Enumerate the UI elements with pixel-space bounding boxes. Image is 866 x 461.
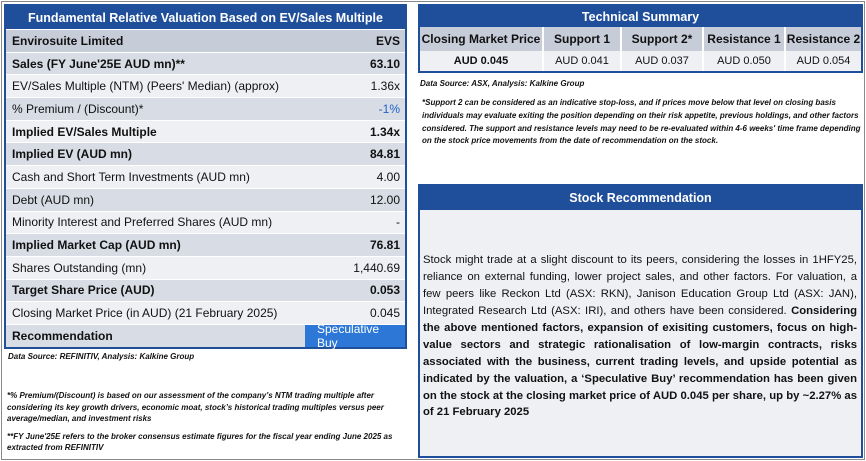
valuation-notes: *% Premium/(Discount) is based on our as… xyxy=(7,390,407,460)
stock-rec-text: Stock might trade at a slight discount t… xyxy=(423,254,857,317)
support1-value: AUD 0.041 xyxy=(544,51,622,71)
table-row: Sales (FY June'25E AUD mn)** 63.10 xyxy=(6,51,405,75)
row-value: 1.36x xyxy=(370,79,400,94)
row-value: 84.81 xyxy=(369,147,400,162)
row-value: 12.00 xyxy=(369,192,400,207)
table-row: Debt (AUD mn) 12.00 xyxy=(6,187,405,211)
stock-rec-body: Stock might trade at a slight discount t… xyxy=(420,210,861,421)
row-label: Target Share Price (AUD) xyxy=(12,283,155,298)
table-row: Cash and Short Term Investments (AUD mn)… xyxy=(6,165,405,188)
row-label: % Premium / (Discount)* xyxy=(12,101,144,116)
company-header-row: Envirosuite Limited EVS xyxy=(6,29,405,52)
row-label: Cash and Short Term Investments (AUD mn) xyxy=(12,169,250,184)
table-row: EV/Sales Multiple (NTM) (Peers' Median) … xyxy=(6,74,405,98)
row-value: - xyxy=(396,215,400,230)
resistance2-value: AUD 0.054 xyxy=(786,51,861,71)
row-label: Sales (FY June'25E AUD mn)** xyxy=(12,56,185,71)
stock-recommendation: Stock Recommendation Stock might trade a… xyxy=(418,184,863,458)
row-value: 0.045 xyxy=(369,306,400,321)
resistance1-value: AUD 0.050 xyxy=(704,51,786,71)
recommendation-label: Recommendation xyxy=(12,328,113,343)
table-row: Shares Outstanding (mn) 1,440.69 xyxy=(6,255,405,279)
row-value: 4.00 xyxy=(376,169,400,184)
col-header: Support 1 xyxy=(544,27,622,51)
technical-summary: Technical Summary Closing Market Price S… xyxy=(418,4,863,73)
fy-note: **FY June'25E refers to the broker conse… xyxy=(7,431,393,453)
row-label: Closing Market Price (in AUD) (21 Februa… xyxy=(12,306,278,321)
row-label: EV/Sales Multiple (NTM) (Peers' Median) … xyxy=(12,79,280,94)
row-label: Shares Outstanding (mn) xyxy=(12,260,147,275)
col-header: Support 2* xyxy=(622,27,704,51)
recommendation-badge: Speculative Buy xyxy=(305,322,405,350)
stock-rec-title: Stock Recommendation xyxy=(420,186,861,210)
row-value: 1,440.69 xyxy=(353,260,400,275)
technical-value-row: AUD 0.045 AUD 0.041 AUD 0.037 AUD 0.050 … xyxy=(420,51,861,71)
table-row: % Premium / (Discount)* -1% xyxy=(6,97,405,120)
valuation-source: Data Source: REFINITIV, Analysis: Kalkin… xyxy=(8,352,195,361)
premium-note: *% Premium/(Discount) is based on our as… xyxy=(7,391,384,424)
recommendation-row: Recommendation Speculative Buy xyxy=(6,322,405,350)
table-row: Implied Market Cap (AUD mn) 76.81 xyxy=(6,233,405,256)
row-value: 76.81 xyxy=(369,238,400,253)
table-row: Target Share Price (AUD) 0.053 xyxy=(6,278,405,302)
technical-header-row: Closing Market Price Support 1 Support 2… xyxy=(420,27,861,51)
ticker: EVS xyxy=(375,33,400,48)
row-value: -1% xyxy=(378,101,400,116)
col-header: Closing Market Price xyxy=(420,27,544,51)
valuation-title: Fundamental Relative Valuation Based on … xyxy=(6,6,405,29)
row-label: Debt (AUD mn) xyxy=(12,192,95,207)
technical-note: *Support 2 can be considered as an indic… xyxy=(422,98,861,146)
row-label: Implied Market Cap (AUD mn) xyxy=(12,238,181,253)
support2-value: AUD 0.037 xyxy=(622,51,704,71)
row-label: Minority Interest and Preferred Shares (… xyxy=(12,215,273,230)
row-label: Implied EV/Sales Multiple xyxy=(12,124,157,139)
company-name: Envirosuite Limited xyxy=(12,33,124,48)
table-row: Minority Interest and Preferred Shares (… xyxy=(6,210,405,234)
stock-rec-bold-text: Considering the above mentioned factors,… xyxy=(423,304,857,419)
col-header: Resistance 2 xyxy=(786,27,861,51)
technical-title: Technical Summary xyxy=(420,6,861,27)
valuation-table: Fundamental Relative Valuation Based on … xyxy=(4,4,407,350)
table-row: Implied EV (AUD mn) 84.81 xyxy=(6,142,405,166)
table-row: Implied EV/Sales Multiple 1.34x xyxy=(6,119,405,143)
row-value: 0.053 xyxy=(369,283,400,298)
row-label: Implied EV (AUD mn) xyxy=(12,147,133,162)
row-value: 1.34x xyxy=(369,124,400,139)
technical-source: Data Source: ASX, Analysis: Kalkine Grou… xyxy=(420,79,585,88)
col-header: Resistance 1 xyxy=(704,27,786,51)
table-row: Closing Market Price (in AUD) (21 Februa… xyxy=(6,301,405,324)
closing-price-value: AUD 0.045 xyxy=(420,51,544,71)
row-value: 63.10 xyxy=(369,56,400,71)
